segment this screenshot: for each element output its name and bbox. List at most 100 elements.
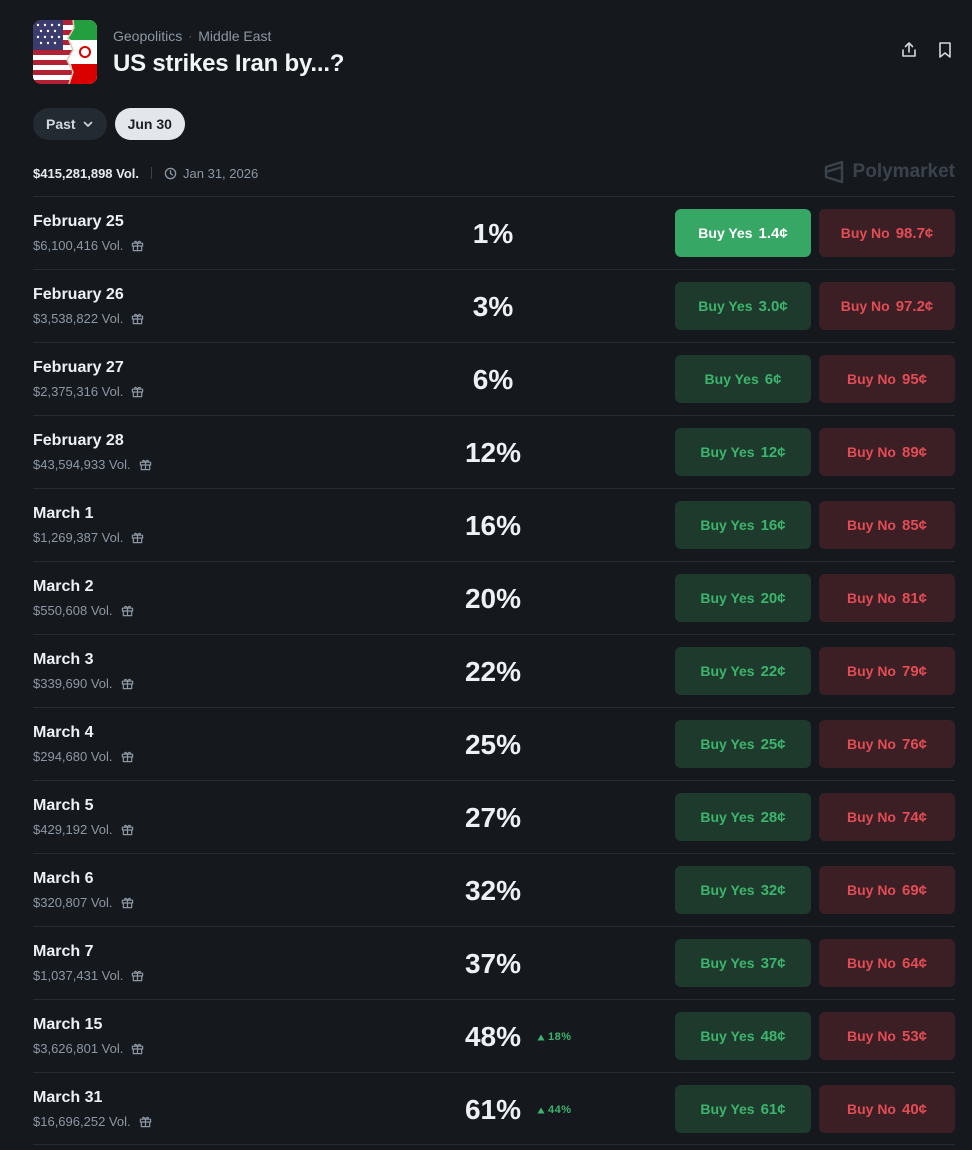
outcome-probability: 16% (464, 509, 522, 541)
gift-icon[interactable] (131, 531, 144, 544)
outcome-probability: 22% (464, 655, 522, 687)
probability-change: 44% (537, 1104, 572, 1116)
buy-yes-button[interactable]: Buy Yes 48¢ (675, 1012, 811, 1060)
gift-icon[interactable] (121, 750, 134, 763)
buy-no-price: 85¢ (901, 516, 928, 534)
breadcrumb-category[interactable]: Geopolitics (113, 28, 183, 44)
gift-icon[interactable] (131, 969, 144, 982)
market-header: Geopolitics · Middle East US strikes Ira… (33, 20, 955, 84)
buy-yes-label: Buy Yes (700, 955, 755, 971)
outcome-volume: $320,807 Vol. (33, 895, 113, 910)
outcome-title: February 28 (33, 432, 124, 449)
buy-no-button[interactable]: Buy No 64¢ (819, 939, 955, 987)
caret-up-icon (537, 1107, 545, 1114)
buy-yes-button[interactable]: Buy Yes 1.4¢ (675, 209, 811, 257)
buy-yes-label: Buy Yes (704, 371, 759, 387)
gift-icon[interactable] (139, 458, 152, 471)
buy-no-price: 95¢ (901, 370, 928, 388)
buy-no-button[interactable]: Buy No 85¢ (819, 501, 955, 549)
buy-no-label: Buy No (840, 298, 890, 314)
buy-yes-price: 12¢ (760, 443, 786, 461)
buy-yes-button[interactable]: Buy Yes 16¢ (675, 501, 811, 549)
outcome-title: March 1 (33, 505, 94, 522)
buy-no-button[interactable]: Buy No 76¢ (819, 720, 955, 768)
outcome-row[interactable]: March 31 $16,696,252 Vol. 61% 44% Buy Ye… (33, 1072, 955, 1145)
outcome-row[interactable]: March 1 $1,269,387 Vol. 16% Buy Yes 16¢ … (33, 488, 955, 561)
buy-yes-label: Buy Yes (700, 444, 755, 460)
buy-no-label: Buy No (846, 371, 896, 387)
buy-no-price: 76¢ (901, 735, 928, 753)
bookmark-icon[interactable] (935, 40, 955, 60)
gift-icon[interactable] (121, 896, 134, 909)
probability-change: 18% (537, 1031, 572, 1043)
buy-no-button[interactable]: Buy No 53¢ (819, 1012, 955, 1060)
outcome-title: March 4 (33, 724, 94, 741)
outcome-title: March 7 (33, 943, 94, 960)
polymarket-logo: Polymarket (823, 160, 955, 184)
buy-no-button[interactable]: Buy No 89¢ (819, 428, 955, 476)
buy-yes-button[interactable]: Buy Yes 61¢ (675, 1085, 811, 1133)
buy-no-button[interactable]: Buy No 95¢ (819, 355, 955, 403)
buy-yes-button[interactable]: Buy Yes 25¢ (675, 720, 811, 768)
gift-icon[interactable] (131, 312, 144, 325)
outcome-row[interactable]: March 6 $320,807 Vol. 32% Buy Yes 32¢ Bu… (33, 853, 955, 926)
outcome-title: March 3 (33, 651, 94, 668)
buy-yes-button[interactable]: Buy Yes 20¢ (675, 574, 811, 622)
buy-no-button[interactable]: Buy No 40¢ (819, 1085, 955, 1133)
outcome-volume: $16,696,252 Vol. (33, 1114, 131, 1129)
buy-yes-button[interactable]: Buy Yes 6¢ (675, 355, 811, 403)
buy-yes-button[interactable]: Buy Yes 37¢ (675, 939, 811, 987)
buy-yes-price: 6¢ (764, 370, 782, 388)
buy-yes-button[interactable]: Buy Yes 22¢ (675, 647, 811, 695)
buy-yes-button[interactable]: Buy Yes 28¢ (675, 793, 811, 841)
outcome-row[interactable]: February 25 $6,100,416 Vol. 1% Buy Yes 1… (33, 196, 955, 269)
outcome-list: February 25 $6,100,416 Vol. 1% Buy Yes 1… (33, 196, 955, 1145)
buy-yes-label: Buy Yes (700, 1028, 755, 1044)
outcome-row[interactable]: February 28 $43,594,933 Vol. 12% Buy Yes… (33, 415, 955, 488)
outcome-probability: 37% (464, 947, 522, 979)
buy-yes-label: Buy Yes (700, 663, 755, 679)
buy-no-price: 81¢ (901, 589, 928, 607)
buy-yes-price: 32¢ (760, 881, 786, 899)
buy-no-price: 97.2¢ (895, 297, 934, 315)
outcome-row[interactable]: February 26 $3,538,822 Vol. 3% Buy Yes 3… (33, 269, 955, 342)
outcome-row[interactable]: March 7 $1,037,431 Vol. 37% Buy Yes 37¢ … (33, 926, 955, 999)
outcome-title: February 25 (33, 213, 124, 230)
buy-no-button[interactable]: Buy No 74¢ (819, 793, 955, 841)
outcome-row[interactable]: February 27 $2,375,316 Vol. 6% Buy Yes 6… (33, 342, 955, 415)
past-dropdown[interactable]: Past (33, 108, 107, 140)
buy-no-button[interactable]: Buy No 69¢ (819, 866, 955, 914)
outcome-volume: $339,690 Vol. (33, 676, 113, 691)
outcome-probability: 3% (472, 290, 514, 322)
buy-no-button[interactable]: Buy No 79¢ (819, 647, 955, 695)
gift-icon[interactable] (121, 823, 134, 836)
gift-icon[interactable] (139, 1115, 152, 1128)
buy-no-button[interactable]: Buy No 97.2¢ (819, 282, 955, 330)
outcome-volume: $2,375,316 Vol. (33, 384, 124, 399)
gift-icon[interactable] (131, 385, 144, 398)
buy-yes-price: 1.4¢ (758, 224, 788, 242)
outcome-row[interactable]: March 3 $339,690 Vol. 22% Buy Yes 22¢ Bu… (33, 634, 955, 707)
outcome-volume: $43,594,933 Vol. (33, 457, 131, 472)
outcome-row[interactable]: March 4 $294,680 Vol. 25% Buy Yes 25¢ Bu… (33, 707, 955, 780)
date-filter-jun-30[interactable]: Jun 30 (114, 108, 185, 140)
gift-icon[interactable] (121, 677, 134, 690)
outcome-row[interactable]: March 2 $550,608 Vol. 20% Buy Yes 20¢ Bu… (33, 561, 955, 634)
share-icon[interactable] (899, 40, 919, 60)
buy-yes-button[interactable]: Buy Yes 3.0¢ (675, 282, 811, 330)
date-filters: Past Jun 30 (33, 108, 185, 140)
outcome-title: March 31 (33, 1089, 103, 1106)
gift-icon[interactable] (131, 239, 144, 252)
gift-icon[interactable] (121, 604, 134, 617)
buy-no-label: Buy No (840, 225, 890, 241)
buy-no-button[interactable]: Buy No 98.7¢ (819, 209, 955, 257)
breadcrumb-subcategory[interactable]: Middle East (198, 28, 272, 44)
end-date: Jan 31, 2026 (183, 165, 259, 181)
gift-icon[interactable] (131, 1042, 144, 1055)
probability-change-value: 18% (548, 1031, 572, 1043)
buy-yes-button[interactable]: Buy Yes 12¢ (675, 428, 811, 476)
buy-no-button[interactable]: Buy No 81¢ (819, 574, 955, 622)
outcome-row[interactable]: March 15 $3,626,801 Vol. 48% 18% Buy Yes… (33, 999, 955, 1072)
buy-yes-button[interactable]: Buy Yes 32¢ (675, 866, 811, 914)
outcome-row[interactable]: March 5 $429,192 Vol. 27% Buy Yes 28¢ Bu… (33, 780, 955, 853)
